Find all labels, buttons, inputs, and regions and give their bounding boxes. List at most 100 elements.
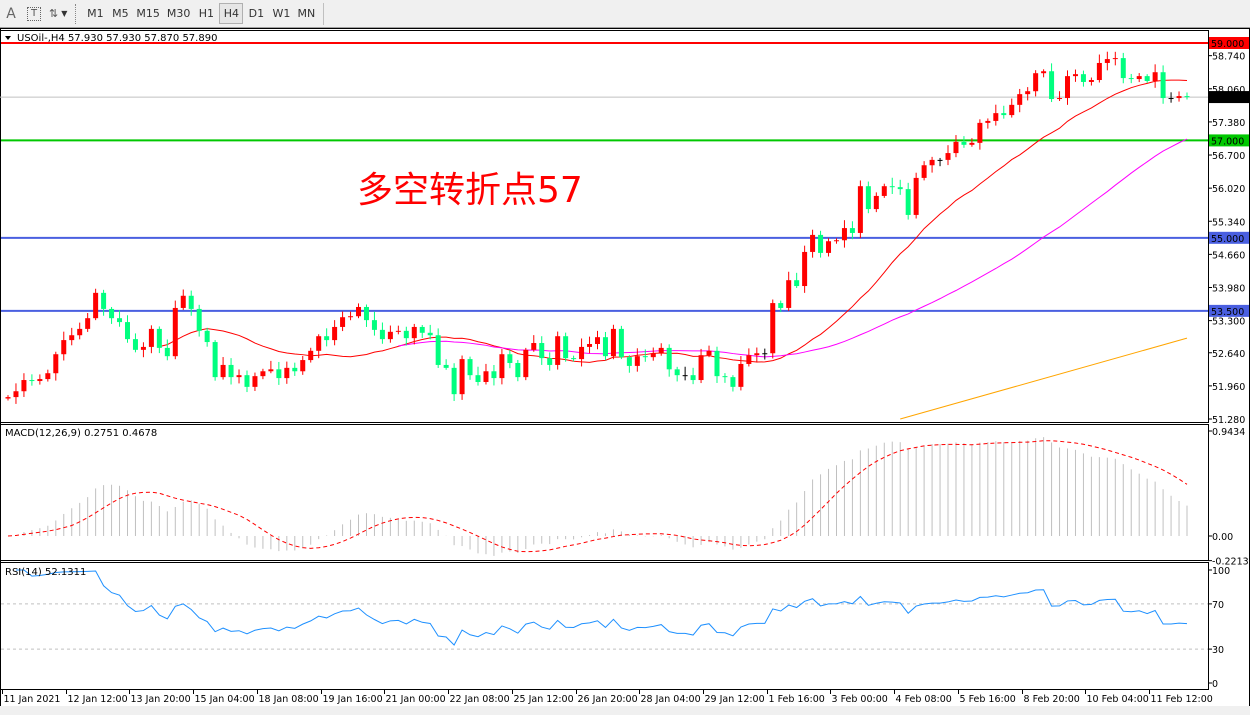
- candle: [1017, 88, 1023, 113]
- timeframe-m15-button[interactable]: M15: [136, 7, 160, 20]
- candle: [467, 356, 473, 380]
- candle-body: [515, 362, 521, 378]
- candle-body: [188, 295, 194, 309]
- candle-body: [618, 328, 624, 358]
- candle: [204, 327, 210, 347]
- candle-body: [993, 113, 999, 121]
- candle-body: [443, 364, 449, 368]
- candle-body: [156, 328, 162, 348]
- y-tick-label: 57.380: [1212, 118, 1245, 129]
- text-label-tool-button[interactable]: T: [23, 3, 45, 24]
- candle: [363, 304, 369, 327]
- text-tool-button[interactable]: A: [0, 3, 22, 24]
- candle: [857, 180, 863, 239]
- candle: [308, 347, 314, 363]
- candle: [531, 335, 537, 352]
- candle: [356, 303, 362, 319]
- macd-tick-label: 0.00: [1212, 532, 1233, 543]
- candle-body: [857, 186, 863, 233]
- candle: [13, 383, 19, 404]
- candle-body: [1184, 96, 1190, 98]
- candle-body: [969, 142, 975, 145]
- candle-body: [37, 379, 43, 382]
- arrows-tool-button[interactable]: ⇅ ▼: [46, 3, 70, 24]
- level-label-bg: [1209, 134, 1249, 147]
- candle-body: [29, 380, 35, 382]
- candle: [483, 363, 489, 385]
- candle: [666, 344, 672, 377]
- candle-body: [308, 350, 314, 361]
- candle-body: [148, 328, 154, 347]
- candle-body: [1080, 74, 1086, 82]
- candle-body: [499, 354, 505, 379]
- candle: [395, 325, 401, 335]
- y-tick-label: 52.640: [1212, 349, 1245, 360]
- candle: [563, 332, 569, 362]
- candle: [937, 157, 943, 167]
- timeframe-d1-button[interactable]: D1: [248, 7, 265, 20]
- candle: [953, 135, 959, 158]
- candle: [332, 320, 338, 346]
- timeframe-h4-button[interactable]: H4: [219, 3, 244, 24]
- candle: [340, 311, 346, 332]
- x-tick-label: 19 Jan 16:00: [323, 694, 383, 705]
- candle-body: [332, 326, 338, 341]
- candle: [1001, 105, 1007, 119]
- horizontal-lines: 59.000 57.000 55.000 53.500: [0, 37, 1249, 318]
- candle: [228, 358, 234, 385]
- candle-body: [395, 330, 401, 332]
- candle-body: [1136, 76, 1142, 80]
- y-tick-label: 55.340: [1212, 217, 1245, 228]
- candle: [682, 366, 688, 381]
- candle: [921, 161, 927, 181]
- candle: [101, 289, 107, 316]
- candle: [499, 349, 505, 385]
- candle: [220, 357, 226, 380]
- timeframe-m1-button[interactable]: M1: [87, 7, 104, 20]
- x-tick-label: 26 Jan 20:00: [578, 694, 638, 705]
- candle: [276, 361, 282, 385]
- candle-body: [985, 120, 991, 123]
- x-tick-label: 4 Feb 08:00: [896, 694, 952, 705]
- candle-body: [953, 141, 959, 154]
- timeframe-m30-button[interactable]: M30: [166, 7, 191, 20]
- candle-body: [140, 346, 146, 350]
- candle: [1120, 52, 1126, 84]
- candle: [69, 327, 75, 346]
- timeframe-h1-button[interactable]: H1: [198, 7, 215, 20]
- candle: [1112, 51, 1118, 66]
- candle-body: [722, 376, 728, 378]
- macd-tick-label: 0.9434: [1212, 427, 1245, 438]
- candle: [459, 355, 465, 400]
- rsi-tick-label: 100: [1212, 566, 1230, 577]
- candle: [977, 119, 983, 150]
- candle-body: [873, 195, 879, 210]
- candle-body: [109, 308, 115, 319]
- timeframe-mn-button[interactable]: MN: [297, 7, 316, 20]
- candle-body: [5, 397, 11, 399]
- candle-body: [929, 159, 935, 166]
- y-tick-label: 58.060: [1212, 85, 1245, 96]
- candle-body: [865, 186, 871, 210]
- candle-body: [977, 122, 983, 143]
- candle: [889, 177, 895, 194]
- candle-body: [1104, 59, 1110, 63]
- candle: [300, 355, 306, 375]
- candle-body: [117, 318, 123, 323]
- candle: [507, 350, 513, 369]
- candle: [818, 230, 824, 258]
- candle-body: [132, 339, 138, 350]
- macd-histogram: [15, 437, 1188, 556]
- candle-body: [1160, 72, 1166, 99]
- candle: [132, 333, 138, 353]
- timeframe-m5-button[interactable]: M5: [112, 7, 129, 20]
- candle-body: [682, 375, 688, 377]
- candle: [109, 306, 115, 324]
- timeframe-w1-button[interactable]: W1: [272, 7, 291, 20]
- x-tick-label: 13 Jan 20:00: [131, 694, 191, 705]
- candle: [547, 352, 553, 371]
- candle: [642, 349, 648, 362]
- candle: [156, 326, 162, 354]
- candle: [1065, 70, 1071, 105]
- candle-body: [236, 375, 242, 378]
